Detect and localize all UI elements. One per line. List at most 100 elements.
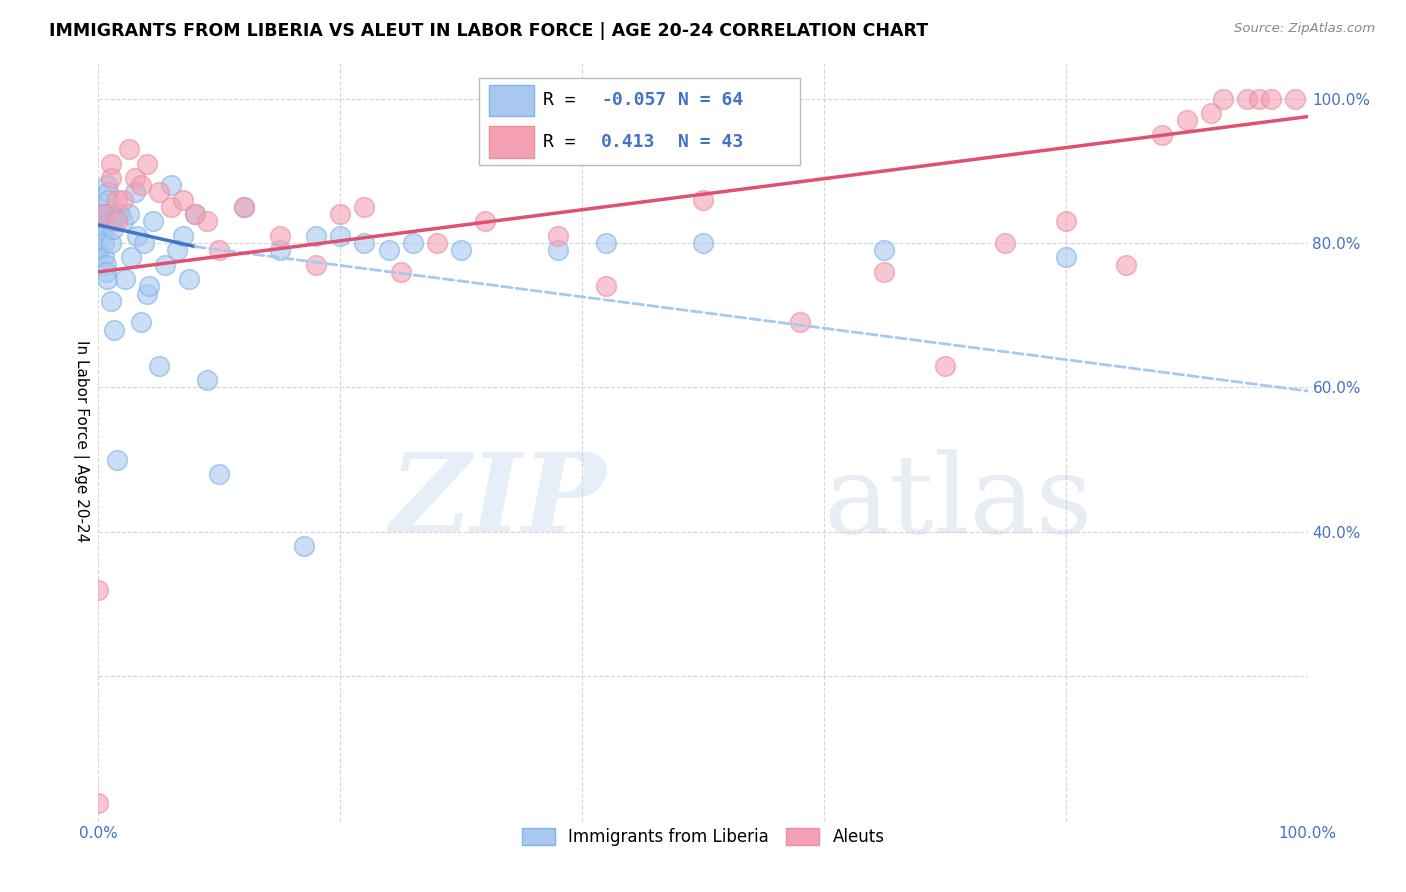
Point	[160, 178, 183, 193]
Point	[1199, 106, 1222, 120]
Point	[87, 200, 110, 214]
Point	[96, 178, 118, 193]
Text: ZIP: ZIP	[389, 449, 606, 556]
Point	[120, 251, 142, 265]
Point	[232, 200, 254, 214]
Point	[124, 171, 146, 186]
Point	[91, 221, 114, 235]
Point	[292, 539, 315, 553]
Point	[547, 228, 569, 243]
Point	[142, 214, 165, 228]
Point	[994, 235, 1017, 250]
Point	[195, 214, 218, 228]
Y-axis label: In Labor Force | Age 20-24: In Labor Force | Age 20-24	[73, 341, 89, 542]
Point	[873, 243, 896, 257]
Point	[160, 200, 183, 214]
Point	[100, 171, 122, 186]
Point	[1175, 113, 1198, 128]
Point	[100, 156, 122, 170]
Point	[148, 186, 170, 200]
Point	[94, 258, 117, 272]
Point	[93, 235, 115, 250]
Point	[101, 221, 124, 235]
Point	[389, 265, 412, 279]
Point	[101, 214, 124, 228]
Point	[111, 214, 134, 228]
Point	[96, 272, 118, 286]
Point	[103, 323, 125, 337]
Point	[107, 207, 129, 221]
Point	[87, 796, 110, 810]
Text: IMMIGRANTS FROM LIBERIA VS ALEUT IN LABOR FORCE | AGE 20-24 CORRELATION CHART: IMMIGRANTS FROM LIBERIA VS ALEUT IN LABO…	[49, 22, 928, 40]
Point	[87, 251, 110, 265]
Point	[114, 272, 136, 286]
Point	[135, 286, 157, 301]
Point	[179, 272, 201, 286]
Point	[547, 243, 569, 257]
Point	[97, 193, 120, 207]
Point	[91, 214, 114, 228]
Point	[450, 243, 472, 257]
Point	[105, 193, 128, 207]
Point	[105, 452, 128, 467]
Point	[1236, 91, 1258, 105]
Point	[1152, 128, 1174, 142]
Point	[135, 156, 157, 170]
Point	[87, 221, 110, 235]
Point	[329, 207, 352, 221]
Point	[94, 265, 117, 279]
Point	[789, 315, 811, 329]
Point	[1115, 258, 1137, 272]
Point	[100, 235, 122, 250]
Point	[118, 142, 141, 156]
Point	[87, 207, 110, 221]
Point	[87, 243, 110, 257]
Point	[195, 373, 218, 387]
Point	[111, 193, 134, 207]
Text: atlas: atlas	[824, 449, 1094, 556]
Point	[100, 293, 122, 308]
Point	[118, 207, 141, 221]
Point	[377, 243, 399, 257]
Point	[97, 186, 120, 200]
Point	[1249, 91, 1271, 105]
Point	[692, 235, 714, 250]
Point	[100, 214, 122, 228]
Point	[353, 200, 375, 214]
Point	[105, 214, 128, 228]
Point	[153, 258, 176, 272]
Point	[353, 235, 375, 250]
Point	[402, 235, 425, 250]
Point	[305, 228, 328, 243]
Point	[232, 200, 254, 214]
Point	[184, 207, 207, 221]
Legend: Immigrants from Liberia, Aleuts: Immigrants from Liberia, Aleuts	[513, 819, 893, 854]
Point	[138, 279, 160, 293]
Point	[269, 228, 291, 243]
Point	[98, 207, 121, 221]
Point	[873, 265, 896, 279]
Point	[148, 359, 170, 373]
Point	[134, 235, 156, 250]
Point	[329, 228, 352, 243]
Point	[1054, 251, 1077, 265]
Point	[1212, 91, 1234, 105]
Point	[184, 207, 207, 221]
Point	[305, 258, 328, 272]
Point	[595, 235, 617, 250]
Point	[1054, 214, 1077, 228]
Point	[93, 207, 115, 221]
Text: Source: ZipAtlas.com: Source: ZipAtlas.com	[1234, 22, 1375, 36]
Point	[208, 467, 231, 481]
Point	[474, 214, 496, 228]
Point	[108, 207, 131, 221]
Point	[124, 186, 146, 200]
Point	[87, 214, 110, 228]
Point	[208, 243, 231, 257]
Point	[166, 243, 188, 257]
Point	[595, 279, 617, 293]
Point	[1260, 91, 1282, 105]
Point	[87, 221, 110, 235]
Point	[172, 193, 194, 207]
Point	[1284, 91, 1306, 105]
